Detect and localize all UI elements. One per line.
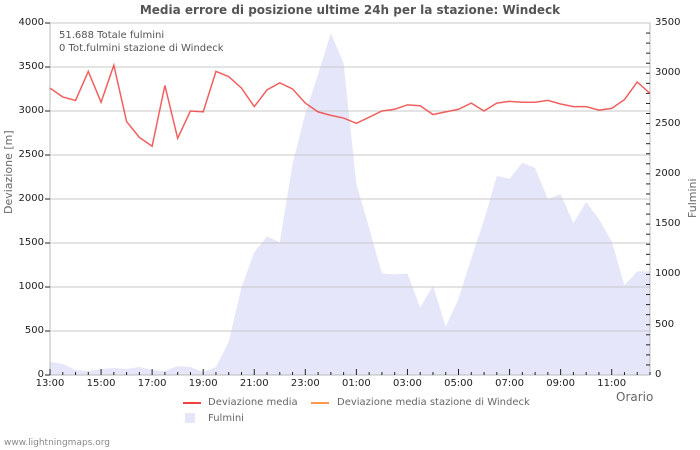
y-tick-left: 1000 [18, 281, 44, 292]
x-tick: 09:00 [546, 378, 576, 389]
x-tick: 21:00 [239, 378, 269, 389]
y-tick-left: 2500 [18, 149, 44, 160]
y-tick-right: 2000 [655, 167, 681, 179]
y-tick-left: 500 [24, 325, 44, 336]
legend-swatch-deviazione-stazione [311, 402, 329, 404]
y-tick-left: 3500 [18, 61, 44, 72]
x-tick: 13:00 [35, 378, 65, 389]
y-tick-right: 3500 [655, 17, 681, 28]
legend-label-deviazione-stazione: Deviazione media stazione di Windeck [337, 397, 530, 408]
info-total-strikes: 51.688 Totale fulmini [59, 30, 165, 41]
y-tick-left: 3000 [18, 105, 44, 116]
y-tick-right: 2500 [655, 117, 681, 129]
y-tick-right: 3000 [655, 67, 681, 79]
x-tick: 23:00 [290, 378, 320, 389]
x-tick: 03:00 [393, 378, 422, 389]
y-tick-left: 0 [37, 369, 44, 380]
y-tick-left: 1500 [18, 237, 44, 248]
x-axis-label: Orario [616, 390, 654, 404]
y-tick-right: 0 [655, 369, 662, 380]
x-tick: 11:00 [597, 378, 627, 389]
legend-label-fulmini: Fulmini [208, 413, 244, 424]
x-tick: 17:00 [137, 378, 167, 389]
footer-credit: www.lightningmaps.org [4, 438, 110, 448]
x-tick: 07:00 [495, 378, 524, 389]
x-tick: 19:00 [188, 378, 218, 389]
legend-swatch-fulmini [185, 413, 195, 423]
chart-title: Media errore di posizione ultime 24h per… [139, 3, 561, 17]
y-tick-left: 4000 [18, 17, 44, 28]
y-tick-right: 1500 [655, 218, 681, 230]
legend-swatch-deviazione [183, 402, 201, 404]
x-tick: 15:00 [86, 378, 116, 389]
y-tick-right: 500 [655, 318, 675, 330]
info-box: 51.688 Totale fulmini 0 Tot.fulmini staz… [59, 29, 224, 55]
legend-label-deviazione: Deviazione media [208, 397, 298, 408]
x-tick: 05:00 [444, 378, 473, 389]
x-tick: 01:00 [341, 378, 371, 389]
y-tick-left: 2000 [18, 193, 44, 204]
y-tick-right: 1000 [655, 268, 681, 280]
y-axis-label-right: Fulmini [686, 178, 699, 218]
info-station-strikes: 0 Tot.fulmini stazione di Windeck [59, 43, 224, 54]
